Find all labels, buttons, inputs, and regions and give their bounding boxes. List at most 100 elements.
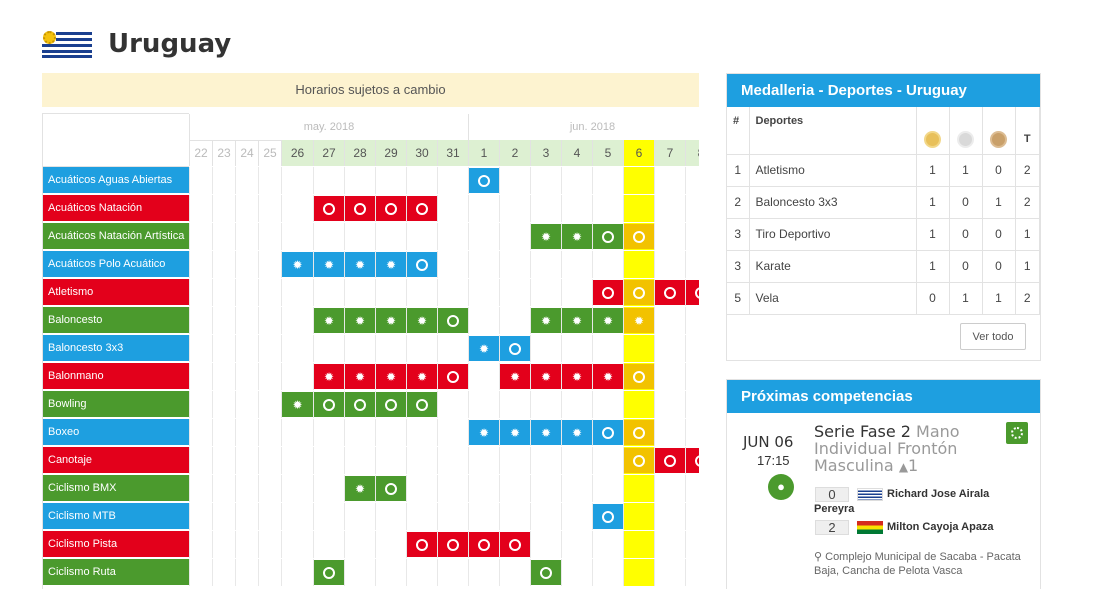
- medal-event-cell[interactable]: [593, 280, 623, 305]
- medal-event-cell[interactable]: [407, 392, 437, 417]
- event-cell[interactable]: ✹: [469, 420, 499, 445]
- medal-event-cell[interactable]: [345, 392, 375, 417]
- sport-label[interactable]: Acuáticos Natación: [43, 195, 189, 223]
- event-cell[interactable]: ✹: [531, 364, 561, 389]
- gold-medal-icon: [924, 130, 941, 148]
- medal-event-cell[interactable]: [438, 308, 468, 333]
- event-cell[interactable]: ✹: [562, 224, 592, 249]
- medal-event-cell[interactable]: [407, 252, 437, 277]
- sport-label[interactable]: Acuáticos Polo Acuático: [43, 251, 189, 279]
- event-cell[interactable]: ✹: [282, 252, 313, 277]
- medal-event-cell[interactable]: [624, 364, 654, 389]
- event-cell[interactable]: ✹: [593, 364, 623, 389]
- calendar-cell: [685, 531, 699, 558]
- medal-event-cell[interactable]: [438, 364, 468, 389]
- medal-event-cell[interactable]: [624, 420, 654, 445]
- player1-score: 0: [815, 487, 849, 502]
- sport-label[interactable]: Balonmano: [43, 363, 189, 391]
- calendar-cell: [258, 503, 281, 530]
- calendar-cell: [685, 475, 699, 502]
- calendar-cell: [530, 559, 561, 586]
- medal-event-cell[interactable]: [593, 224, 623, 249]
- medal-event-cell[interactable]: [686, 448, 699, 473]
- sport-label[interactable]: Baloncesto: [43, 307, 189, 335]
- calendar-cell: [561, 559, 592, 586]
- medal-event-cell[interactable]: [314, 196, 344, 221]
- competition-card[interactable]: JUN 06 17:15 ● Serie Fase 2 Mano Individ…: [727, 413, 1042, 589]
- competition-icon: ✹: [323, 369, 335, 384]
- sport-label[interactable]: Ciclismo MTB: [43, 503, 189, 531]
- day-label: 5: [592, 140, 623, 166]
- event-cell[interactable]: ✹: [562, 308, 592, 333]
- event-cell[interactable]: ✹: [407, 308, 437, 333]
- medal-event-cell[interactable]: [314, 392, 344, 417]
- event-cell[interactable]: ✹: [593, 308, 623, 333]
- bracket-icon: ▲: [898, 460, 909, 474]
- sport-label[interactable]: Ciclismo BMX: [43, 475, 189, 503]
- calendar-cell: [313, 475, 344, 502]
- event-cell[interactable]: ✹: [531, 308, 561, 333]
- event-cell[interactable]: ✹: [407, 364, 437, 389]
- medal-event-cell[interactable]: [655, 448, 685, 473]
- medal-event-cell[interactable]: [469, 168, 499, 193]
- event-cell[interactable]: ✹: [314, 364, 344, 389]
- medal-event-cell[interactable]: [655, 280, 685, 305]
- medal-event-cell[interactable]: [407, 196, 437, 221]
- sport-label[interactable]: Ciclismo Pista: [43, 531, 189, 559]
- event-cell[interactable]: ✹: [624, 308, 654, 333]
- medal-event-cell[interactable]: [624, 448, 654, 473]
- event-cell[interactable]: ✹: [531, 224, 561, 249]
- event-cell[interactable]: ✹: [345, 252, 375, 277]
- sport-label[interactable]: Acuáticos Natación Artística: [43, 223, 189, 251]
- location-pin-icon: ⚲: [814, 551, 826, 563]
- calendar-cell: [561, 335, 592, 362]
- event-cell[interactable]: ✹: [469, 336, 499, 361]
- event-cell[interactable]: ✹: [376, 364, 406, 389]
- medal-event-cell[interactable]: [500, 336, 530, 361]
- competition-icon: ✹: [478, 425, 490, 440]
- sport-label[interactable]: Ciclismo Ruta: [43, 559, 189, 587]
- sport-label[interactable]: Canotaje: [43, 447, 189, 475]
- calendar-cell: [281, 391, 313, 418]
- medal-event-cell[interactable]: [593, 504, 623, 529]
- event-cell[interactable]: ✹: [562, 420, 592, 445]
- medal-event-cell[interactable]: [376, 392, 406, 417]
- medal-event-cell[interactable]: [593, 420, 623, 445]
- sport-label[interactable]: Baloncesto 3x3: [43, 335, 189, 363]
- sport-label[interactable]: Boxeo: [43, 419, 189, 447]
- medal-icon: [478, 538, 490, 551]
- medal-event-cell[interactable]: [531, 560, 561, 585]
- medal-event-cell[interactable]: [438, 532, 468, 557]
- event-cell[interactable]: ✹: [282, 392, 313, 417]
- event-cell[interactable]: ✹: [345, 476, 375, 501]
- event-cell[interactable]: ✹: [314, 252, 344, 277]
- medal-icon: [540, 566, 552, 579]
- medal-event-cell[interactable]: [376, 476, 406, 501]
- event-cell[interactable]: ✹: [531, 420, 561, 445]
- event-cell[interactable]: ✹: [500, 364, 530, 389]
- event-cell[interactable]: ✹: [345, 308, 375, 333]
- medal-event-cell[interactable]: [314, 560, 344, 585]
- event-cell[interactable]: ✹: [562, 364, 592, 389]
- medal-event-cell[interactable]: [624, 224, 654, 249]
- event-cell[interactable]: ✹: [345, 364, 375, 389]
- medal-event-cell[interactable]: [686, 280, 699, 305]
- calendar-cell: [530, 447, 561, 474]
- sport-label[interactable]: Acuáticos Aguas Abiertas: [43, 167, 189, 195]
- sport-label[interactable]: Atletismo: [43, 279, 189, 307]
- event-cell[interactable]: ✹: [500, 420, 530, 445]
- day-label: 26: [281, 140, 313, 166]
- medal-event-cell[interactable]: [407, 532, 437, 557]
- event-cell[interactable]: ✹: [314, 308, 344, 333]
- medal-event-cell[interactable]: [469, 532, 499, 557]
- event-cell[interactable]: ✹: [376, 308, 406, 333]
- medal-event-cell[interactable]: [624, 280, 654, 305]
- live-status-icon[interactable]: [1006, 422, 1028, 444]
- calendar-cell: [530, 307, 561, 334]
- medal-event-cell[interactable]: [376, 196, 406, 221]
- sport-label[interactable]: Bowling: [43, 391, 189, 419]
- view-all-button[interactable]: Ver todo: [960, 323, 1026, 350]
- medal-event-cell[interactable]: [345, 196, 375, 221]
- medal-event-cell[interactable]: [500, 532, 530, 557]
- event-cell[interactable]: ✹: [376, 252, 406, 277]
